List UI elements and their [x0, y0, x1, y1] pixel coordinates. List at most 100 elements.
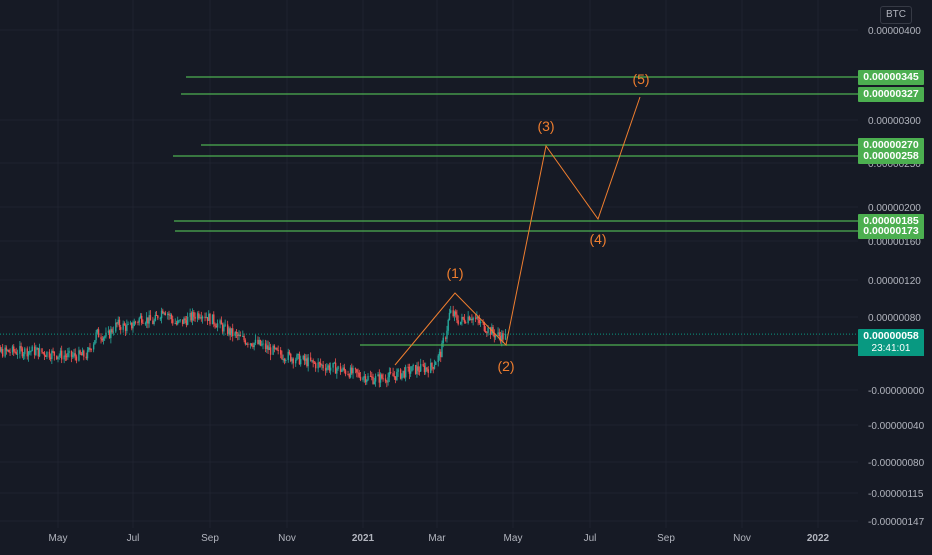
candle-body [277, 349, 279, 351]
wave-label: (4) [589, 231, 606, 247]
candle-body [306, 358, 308, 367]
candle-body [45, 355, 47, 357]
candle-body [38, 348, 41, 357]
candle-body [115, 322, 117, 332]
candle-body [80, 353, 83, 356]
candle-body [283, 359, 286, 361]
candle-body [282, 359, 284, 361]
y-tick-label: -0.00000115 [868, 489, 924, 500]
candle-body [43, 352, 46, 356]
candle-body [339, 366, 342, 372]
candle-body [224, 324, 226, 326]
candle-body [237, 333, 239, 336]
candle-body [191, 312, 194, 321]
candle-body [65, 356, 68, 358]
candle-body [4, 347, 6, 357]
candle-body [167, 313, 169, 316]
wave-label: (5) [632, 71, 649, 87]
candle-body [250, 343, 253, 346]
candle-body [333, 362, 336, 364]
candle-body [194, 316, 196, 319]
candle-body [70, 350, 73, 357]
candle-body [102, 337, 105, 341]
candle-body [437, 355, 439, 363]
candle-body [427, 369, 429, 373]
candle-body [75, 356, 78, 361]
candle-body [145, 317, 148, 324]
candle-body [78, 350, 80, 361]
candle-body [0, 349, 3, 352]
candle-body [432, 367, 434, 369]
candle-body [409, 371, 412, 374]
candle-body [226, 324, 229, 335]
candle-body [472, 317, 474, 321]
candle-body [58, 355, 60, 357]
candle-body [36, 347, 38, 350]
candle-body [504, 334, 507, 340]
candle-body [408, 367, 411, 374]
candle-body [446, 330, 448, 339]
candle-body [296, 354, 298, 360]
candle-body [95, 332, 97, 341]
candle-body [426, 367, 428, 370]
candle-body [369, 375, 372, 377]
candle-body [433, 364, 436, 369]
candle-body [249, 343, 252, 345]
candle-body [258, 340, 260, 344]
candle-body [266, 345, 268, 350]
candle-body [79, 350, 81, 354]
candle-body [14, 351, 16, 353]
y-tick-label: 0.00000250 [868, 159, 921, 170]
wave-line [394, 96, 641, 366]
candle-body [319, 362, 322, 366]
candle-body [462, 317, 464, 319]
candle-body [27, 351, 30, 357]
candle-body [478, 319, 481, 324]
candle-body [221, 324, 224, 332]
candle-body [492, 327, 494, 334]
candle-body [26, 348, 28, 357]
y-tick-label: -0.00000147 [868, 517, 925, 528]
candle-body [378, 374, 381, 383]
candle-body [154, 314, 157, 321]
candle-body [334, 362, 337, 374]
candle-body [123, 323, 126, 326]
candle-body [431, 362, 433, 368]
candle-body [37, 347, 40, 357]
candle-body [243, 335, 245, 341]
candle-body [302, 355, 304, 360]
candle-body [238, 334, 240, 336]
candle-body [85, 356, 87, 359]
candle-body [435, 362, 437, 365]
candle-body [33, 346, 36, 355]
candle-body [303, 355, 306, 361]
candle-body [281, 354, 283, 360]
candle-body [205, 317, 207, 319]
candle-body [358, 372, 360, 377]
candle-body [140, 315, 143, 323]
candle-body [457, 320, 459, 325]
candle-body [239, 334, 241, 337]
candle-body [411, 366, 413, 372]
candle-body [364, 376, 367, 383]
candle-body [317, 362, 319, 369]
candle-body [387, 377, 389, 383]
candle-body [487, 327, 489, 333]
candle-body [175, 323, 178, 325]
candle-body [356, 369, 358, 373]
candle-body [417, 366, 419, 371]
candle-body [272, 345, 274, 355]
candle-body [262, 343, 264, 345]
candle-body [6, 349, 9, 351]
candle-body [162, 310, 164, 314]
candle-body [73, 353, 75, 356]
candle-body [88, 347, 90, 351]
candle-body [16, 353, 19, 355]
horizontal-levels [173, 76, 858, 346]
candle-body [153, 320, 155, 325]
x-tick-label: Jul [584, 533, 597, 544]
candle-body [269, 347, 272, 355]
currency-badge[interactable]: BTC [880, 6, 912, 24]
